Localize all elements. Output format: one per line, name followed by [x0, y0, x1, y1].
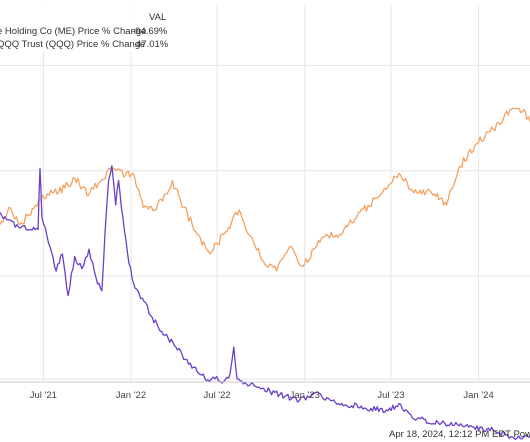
x-tick-label: Jul '22	[204, 390, 231, 401]
x-tick-label: Jul '21	[30, 390, 57, 401]
series-line-me	[0, 165, 530, 441]
x-tick-label: Jan '23	[290, 390, 320, 401]
legend-header: VAL	[149, 12, 166, 23]
grid-layer	[0, 5, 530, 382]
x-tick-label: Jul '23	[377, 390, 404, 401]
series-line-qqq	[0, 107, 530, 272]
x-tick-label: Jan '24	[463, 390, 493, 401]
x-axis: Jul '21 Jan '22 Jul '22 Jan '23 Jul '23 Jan '…	[0, 381, 530, 401]
legend-value-me: -94.69%	[132, 26, 168, 37]
x-tick-label: Jan '22	[116, 390, 146, 401]
legend-label-me: e Holding Co (ME) Price % Change	[0, 26, 146, 37]
legend: VAL e Holding Co (ME) Price % Change -94…	[0, 6, 169, 52]
legend-label-qqq: QQQ Trust (QQQ) Price % Change	[0, 39, 145, 50]
legend-value-qqq: 47.01%	[136, 39, 169, 50]
legend-background	[0, 6, 166, 52]
series-layer	[0, 107, 530, 441]
footer-attribution: Apr 18, 2024, 12:12 PM EDT Powered by '	[389, 429, 530, 440]
